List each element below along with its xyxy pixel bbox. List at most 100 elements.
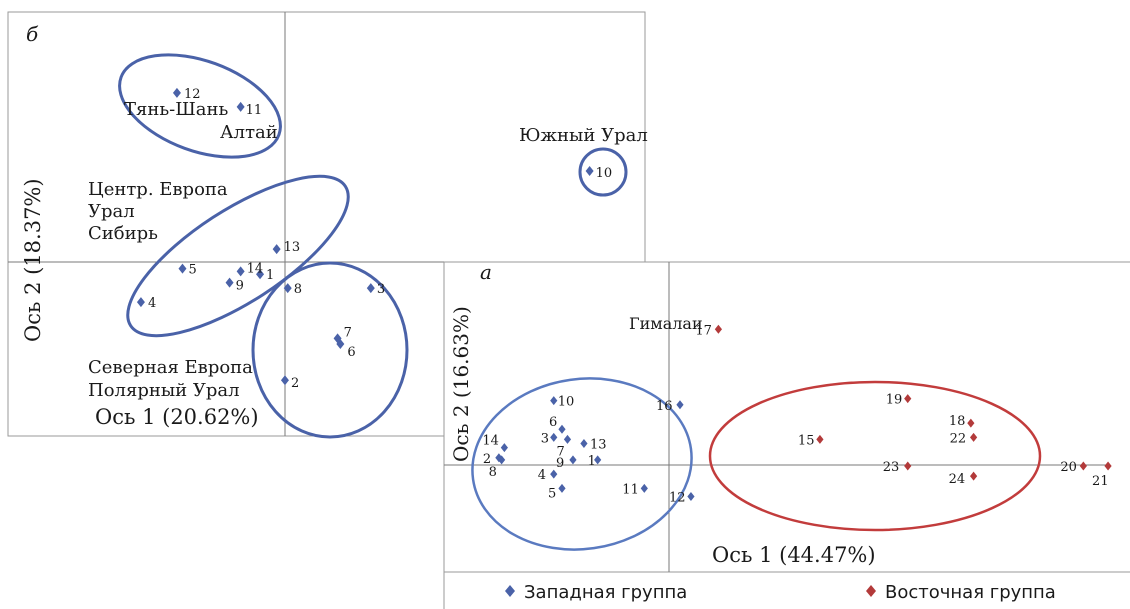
panel-a-background — [444, 262, 1130, 572]
panel-b-point-10-label: 10 — [596, 166, 613, 181]
panel-b-point-11-marker — [236, 101, 245, 112]
panel-b-point-1-label: 1 — [266, 268, 274, 283]
annotation-siberia: Сибирь — [88, 223, 158, 244]
panel-a-point-10-marker — [550, 396, 558, 406]
panel-a-point-24-label: 24 — [949, 472, 966, 487]
panel-a-point-2-label: 2 — [483, 452, 491, 467]
cluster-eastern — [708, 380, 1042, 532]
panel-b-point-9-marker — [225, 277, 234, 288]
panel-b-point-7-marker — [333, 333, 342, 344]
panel-a-point-14-label: 14 — [482, 434, 499, 449]
panel-a-point-7-marker — [563, 434, 572, 444]
panel-a-point-19-label: 19 — [886, 393, 903, 408]
panel-a-point-9-marker — [569, 455, 577, 465]
panel-a-point-16-label: 16 — [656, 399, 673, 414]
panel-a-point-20-label: 20 — [1060, 460, 1077, 475]
panel-a-point-19-marker — [904, 394, 912, 404]
panel-a-point-9-label: 9 — [556, 456, 564, 471]
panel-b-point-5-label: 5 — [188, 263, 196, 278]
panel-a-point-6-label: 6 — [549, 415, 557, 430]
annotation-polar-ural: Полярный Урал — [88, 380, 240, 401]
panel-a-point-6-marker — [558, 424, 566, 434]
panel-a-point-1-label: 1 — [588, 454, 596, 469]
panel-b-label: б — [26, 22, 39, 46]
cluster-central-europe — [126, 174, 350, 338]
panel-b-point-6-label: 6 — [347, 345, 355, 360]
panel-a: 123456789101112131416151718192021222324 … — [443, 260, 1130, 609]
panel-a-point-15-label: 15 — [798, 433, 815, 448]
panel-b-point-3-label: 3 — [377, 282, 385, 297]
panel-b-point-9-label: 9 — [236, 279, 244, 294]
panel-a-point-24-marker — [969, 471, 978, 481]
annotation-ural: Урал — [88, 201, 135, 222]
panel-a-point-21-marker — [1104, 461, 1112, 471]
panel-a-point-14-marker — [500, 443, 508, 453]
annotation-northern-europe: Северная Европа — [88, 357, 253, 378]
panel-a-point-13-marker — [580, 439, 588, 449]
panel-b-point-10-marker — [585, 166, 594, 176]
panel-b-x-label: Ось 1 (20.62%) — [95, 405, 259, 429]
annotation-tien-shan: Тянь-Шань — [124, 99, 229, 120]
panel-a-point-23-label: 23 — [883, 460, 900, 475]
panel-a-point-17-label: 17 — [695, 323, 712, 338]
panel-a-point-11-label: 11 — [622, 482, 639, 497]
panel-a-point-5-marker — [558, 483, 566, 493]
panel-a-point-15-marker — [816, 434, 824, 444]
panel-a-point-7-label: 7 — [556, 444, 564, 459]
annotation-central-europe: Центр. Европа — [88, 179, 228, 200]
panel-a-point-18-marker — [967, 418, 975, 428]
panel-a-point-22-label: 22 — [950, 431, 967, 446]
panel-a-point-12-label: 12 — [669, 491, 686, 506]
cluster-western — [471, 377, 693, 551]
cluster-south-ural — [578, 147, 628, 197]
panel-a-point-1-marker — [594, 455, 602, 465]
panel-a-x-label: Ось 1 (44.47%) — [712, 543, 876, 567]
panel-b-point-12-marker — [172, 87, 181, 98]
panel-b-point-12-label: 12 — [184, 87, 201, 102]
cluster-northern-europe — [251, 261, 409, 439]
panel-b-point-11-label: 11 — [246, 103, 263, 118]
panel-a-point-8-marker — [498, 455, 506, 465]
legend-western-label: Западная группа — [524, 582, 687, 603]
panel-b-point-4-marker — [136, 297, 145, 308]
annotation-himalaya: Гималаи — [629, 314, 703, 333]
legend-western-marker — [505, 585, 515, 597]
panel-a-point-10-label: 10 — [558, 395, 575, 410]
panel-b-point-2-marker — [280, 375, 289, 386]
panel-a-point-8-label: 8 — [489, 465, 497, 480]
panel-a-point-17-marker — [714, 324, 722, 334]
panel-b-point-8-label: 8 — [294, 282, 302, 297]
panel-b-point-14-marker — [236, 266, 245, 277]
panel-a-point-16-marker — [676, 400, 684, 410]
panel-a-point-11-marker — [640, 483, 648, 493]
cluster-tien-shan-altai — [118, 53, 282, 159]
annotation-south-ural: Южный Урал — [519, 125, 648, 146]
panel-b-point-3-marker — [366, 283, 375, 294]
panel-b-point-13-label: 13 — [284, 240, 301, 255]
legend-eastern-marker — [866, 585, 876, 597]
panel-b-point-2-label: 2 — [291, 376, 299, 391]
panel-a-point-5-label: 5 — [548, 486, 556, 501]
panel-a-point-23-marker — [904, 461, 912, 471]
panel-a-point-12-marker — [687, 492, 695, 502]
panel-b-y-label: Ось 2 (18.37%) — [21, 178, 45, 342]
panel-b-point-1-marker — [256, 269, 265, 280]
panel-b-point-8-marker — [283, 283, 292, 294]
legend-eastern-label: Восточная группа — [885, 582, 1056, 603]
legend: Западная группа Восточная группа — [505, 582, 1056, 603]
panel-a-point-3-label: 3 — [541, 431, 549, 446]
panel-b-point-13-marker — [272, 244, 281, 255]
panel-a-point-13-label: 13 — [590, 438, 607, 453]
panel-a-point-3-marker — [550, 432, 558, 442]
panel-a-point-18-label: 18 — [949, 414, 966, 429]
panel-a-point-4-label: 4 — [538, 468, 546, 483]
panel-b-point-7-label: 7 — [344, 325, 352, 340]
panel-b-point-4-label: 4 — [148, 296, 156, 311]
panel-a-point-21-label: 21 — [1092, 474, 1109, 489]
panel-a-point-20-marker — [1079, 461, 1087, 471]
annotation-altai: Алтай — [220, 122, 278, 143]
